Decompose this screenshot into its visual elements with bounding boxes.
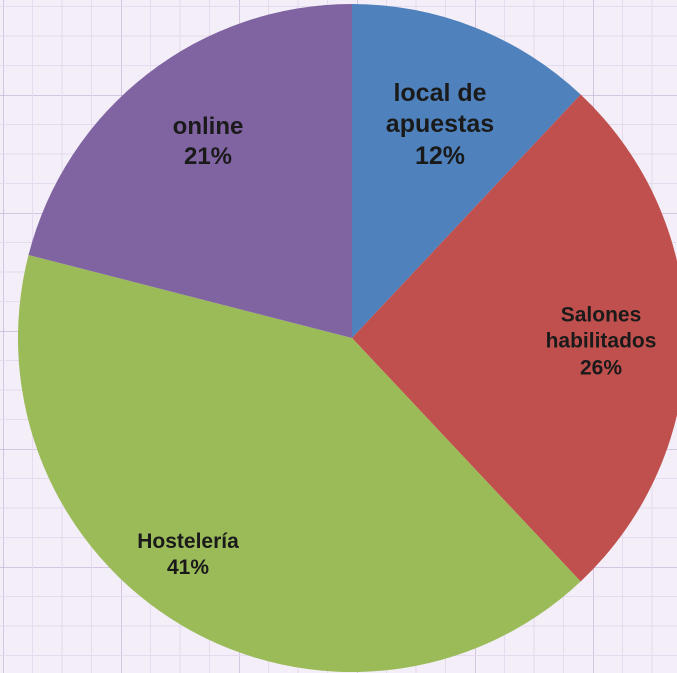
slice-label: Salones habilitados 26% [526, 303, 676, 382]
slice-label: online 21% [148, 112, 268, 172]
pie-slice [352, 4, 581, 338]
category-label: Salones habilitados [545, 303, 657, 353]
value-label: 26% [579, 356, 623, 380]
value-label: 41% [166, 556, 210, 579]
category-label: online [172, 113, 244, 140]
category-label: local de apuestas [385, 79, 495, 139]
pie-slice [17, 254, 581, 673]
value-label: 12% [414, 141, 466, 170]
category-label: Hostelería [137, 529, 239, 553]
slice-label: local de apuestas 12% [365, 78, 515, 172]
pie-slice [28, 4, 352, 338]
value-label: 21% [183, 143, 233, 170]
slice-label: Hostelería 41% [113, 529, 263, 582]
pie-slice [352, 94, 677, 582]
